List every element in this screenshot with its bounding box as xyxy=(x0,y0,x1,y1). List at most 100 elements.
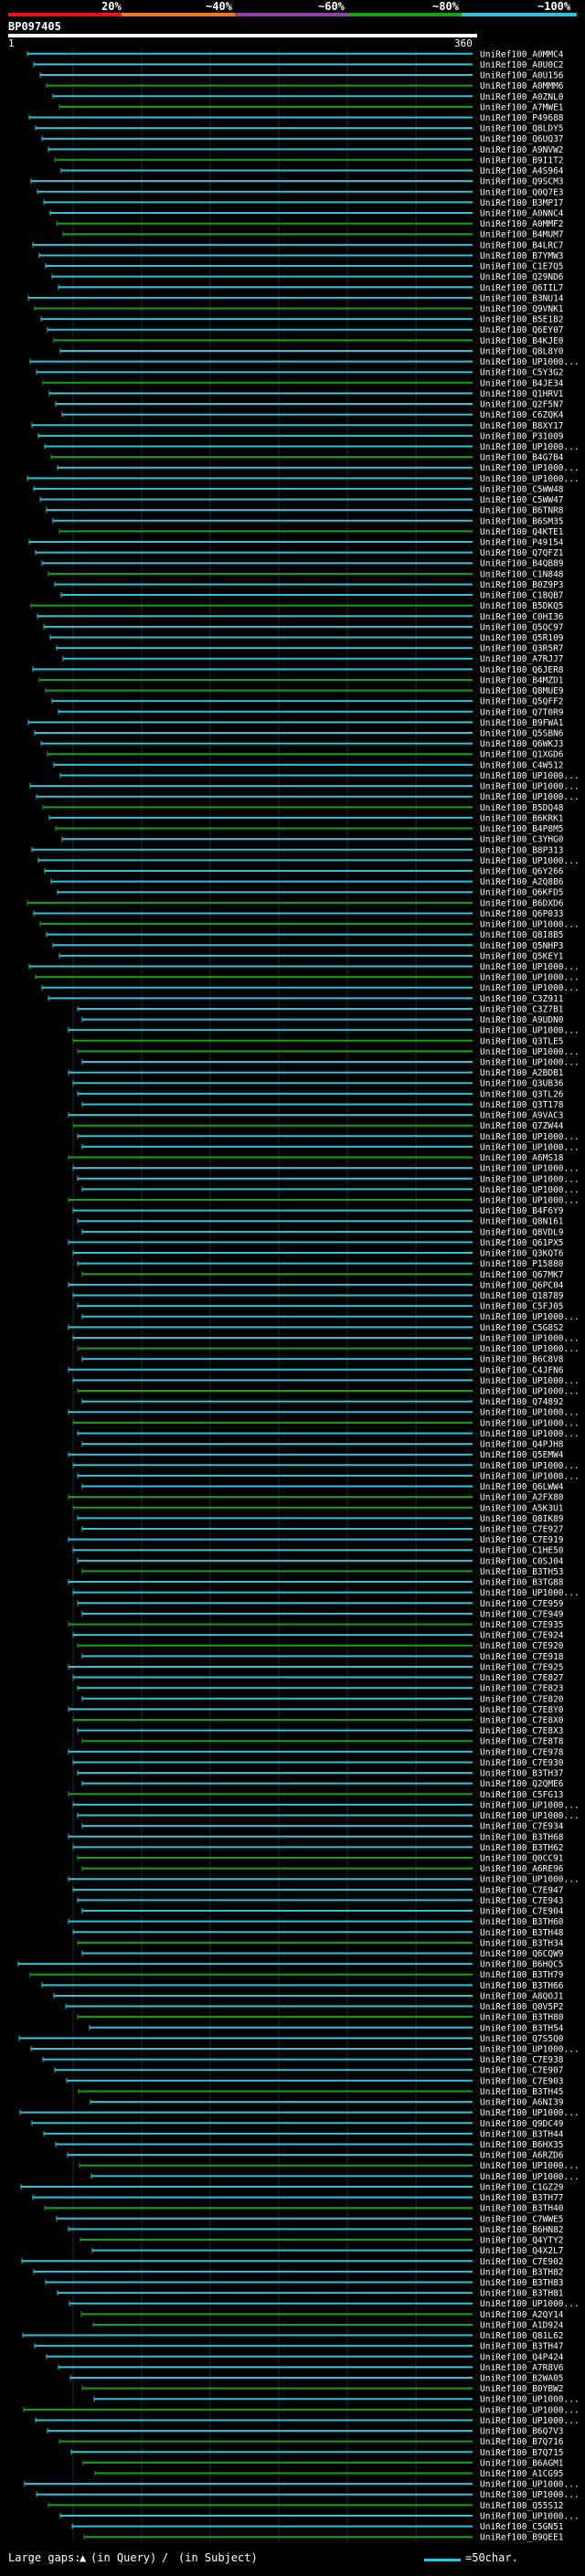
hit-label[interactable]: UniRef100_B3TG88 xyxy=(480,1578,564,1588)
hit-label[interactable]: UniRef100_Q6EY07 xyxy=(480,325,564,335)
hit-label[interactable]: UniRef100_B3TH83 xyxy=(480,2278,564,2288)
hit-label[interactable]: UniRef100_B3TH81 xyxy=(480,2289,564,2299)
hit-label[interactable]: UniRef100_Q29ND6 xyxy=(480,272,564,282)
hit-label[interactable]: UniRef100_Q6WKJ3 xyxy=(480,739,564,749)
hit-label[interactable]: UniRef100_C6ZQK4 xyxy=(480,410,564,420)
hit-label[interactable]: UniRef100_Q3R5R7 xyxy=(480,644,564,654)
hit-label[interactable]: UniRef100_UP1000... xyxy=(480,474,580,484)
hit-label[interactable]: UniRef100_C3YHG0 xyxy=(480,835,564,845)
hit-label[interactable]: UniRef100_C7E8Y0 xyxy=(480,1705,564,1715)
hit-label[interactable]: UniRef100_Q3KQT6 xyxy=(480,1249,564,1259)
hit-label[interactable]: UniRef100_Q7QFZ1 xyxy=(480,548,564,558)
hit-label[interactable]: UniRef100_P49154 xyxy=(480,537,564,547)
hit-label[interactable]: UniRef100_B3TH79 xyxy=(480,1970,564,1980)
hit-label[interactable]: UniRef100_Q5QC97 xyxy=(480,622,564,632)
hit-label[interactable]: UniRef100_Q5R109 xyxy=(480,633,564,643)
hit-label[interactable]: UniRef100_B4MUM7 xyxy=(480,230,564,240)
hit-label[interactable]: UniRef100_B5DKQ5 xyxy=(480,601,564,611)
hit-label[interactable]: UniRef100_UP1000... xyxy=(480,782,580,792)
hit-label[interactable]: UniRef100_C5FG13 xyxy=(480,1790,564,1800)
hit-label[interactable]: UniRef100_C3Z911 xyxy=(480,994,564,1004)
hit-label[interactable]: UniRef100_B9I1T2 xyxy=(480,155,564,165)
hit-label[interactable]: UniRef100_Q6PC04 xyxy=(480,1280,564,1290)
hit-label[interactable]: UniRef100_B3TH68 xyxy=(480,1832,564,1842)
hit-label[interactable]: UniRef100_C7E943 xyxy=(480,1896,564,1906)
hit-label[interactable]: UniRef100_B3TH34 xyxy=(480,1938,564,1948)
hit-label[interactable]: UniRef100_UP1000... xyxy=(480,1333,580,1343)
hit-label[interactable]: UniRef100_A0MMM6 xyxy=(480,81,564,91)
hit-label[interactable]: UniRef100_C7E827 xyxy=(480,1673,564,1683)
hit-label[interactable]: UniRef100_UP1000... xyxy=(480,1387,580,1397)
hit-label[interactable]: UniRef100_A7RJJ7 xyxy=(480,654,564,664)
hit-label[interactable]: UniRef100_B3MP17 xyxy=(480,198,564,208)
hit-label[interactable]: UniRef100_C7E934 xyxy=(480,1822,564,1832)
hit-label[interactable]: UniRef100_B4MZD1 xyxy=(480,675,564,685)
hit-label[interactable]: UniRef100_Q4P424 xyxy=(480,2352,564,2362)
hit-label[interactable]: UniRef100_C0HI36 xyxy=(480,612,564,622)
hit-label[interactable]: UniRef100_UP1000... xyxy=(480,1811,580,1821)
hit-label[interactable]: UniRef100_A5K3U1 xyxy=(480,1503,564,1513)
hit-label[interactable]: UniRef100_UP1000... xyxy=(480,2299,580,2309)
hit-label[interactable]: UniRef100_C4W512 xyxy=(480,760,564,770)
hit-label[interactable]: UniRef100_C5Y3G2 xyxy=(480,368,564,378)
hit-label[interactable]: UniRef100_UP1000... xyxy=(480,1058,580,1068)
hit-label[interactable]: UniRef100_B6SM35 xyxy=(480,516,564,526)
hit-label[interactable]: UniRef100_UP1000... xyxy=(480,2416,580,2426)
hit-label[interactable]: UniRef100_B4KJE0 xyxy=(480,336,564,346)
hit-label[interactable]: UniRef100_UP1000... xyxy=(480,1588,580,1598)
hit-label[interactable]: UniRef100_Q61PX5 xyxy=(480,1238,564,1248)
hit-label[interactable]: UniRef100_B9FWA1 xyxy=(480,718,564,728)
hit-label[interactable]: UniRef100_A0MMC4 xyxy=(480,49,564,59)
hit-label[interactable]: UniRef100_Q6JER8 xyxy=(480,665,564,675)
hit-label[interactable]: UniRef100_A2FX80 xyxy=(480,1493,564,1503)
hit-label[interactable]: UniRef100_Q9DC49 xyxy=(480,2119,564,2129)
hit-label[interactable]: UniRef100_UP1000... xyxy=(480,1461,580,1471)
hit-label[interactable]: UniRef100_UP1000... xyxy=(480,792,580,802)
hit-label[interactable]: UniRef100_B4LRC7 xyxy=(480,240,564,250)
hit-label[interactable]: UniRef100_Q7S5Q0 xyxy=(480,2034,564,2044)
hit-label[interactable]: UniRef100_UP1000... xyxy=(480,1174,580,1184)
hit-label[interactable]: UniRef100_B3TH77 xyxy=(480,2193,564,2203)
hit-label[interactable]: UniRef100_Q3TLE5 xyxy=(480,1036,564,1046)
hit-label[interactable]: UniRef100_Q4KTE1 xyxy=(480,527,564,537)
hit-label[interactable]: UniRef100_Q3UB36 xyxy=(480,1079,564,1089)
hit-label[interactable]: UniRef100_A1D924 xyxy=(480,2320,564,2330)
hit-label[interactable]: UniRef100_C7E919 xyxy=(480,1535,564,1545)
hit-label[interactable]: UniRef100_Q7ZW44 xyxy=(480,1121,564,1131)
hit-label[interactable]: UniRef100_B3TH40 xyxy=(480,2204,564,2214)
hit-label[interactable]: UniRef100_B8P313 xyxy=(480,845,564,855)
hit-label[interactable]: UniRef100_Q0Q7E3 xyxy=(480,187,564,197)
hit-label[interactable]: UniRef100_B3TH80 xyxy=(480,2013,564,2023)
hit-label[interactable]: UniRef100_Q4X2L7 xyxy=(480,2246,564,2256)
hit-label[interactable]: UniRef100_B3TH45 xyxy=(480,2087,564,2097)
hit-label[interactable]: UniRef100_B0Z9P3 xyxy=(480,580,564,590)
hit-label[interactable]: UniRef100_UP1000... xyxy=(480,920,580,930)
hit-label[interactable]: UniRef100_C5FJ05 xyxy=(480,1302,564,1312)
hit-label[interactable]: UniRef100_C7E902 xyxy=(480,2257,564,2267)
hit-label[interactable]: UniRef100_UP1000... xyxy=(480,973,580,983)
hit-label[interactable]: UniRef100_Q67MK7 xyxy=(480,1270,564,1280)
hit-label[interactable]: UniRef100_B4QB89 xyxy=(480,559,564,569)
hit-label[interactable]: UniRef100_UP1000... xyxy=(480,1471,580,1481)
hit-label[interactable]: UniRef100_Q0V5P2 xyxy=(480,2002,564,2012)
hit-label[interactable]: UniRef100_A7MWE1 xyxy=(480,102,564,112)
hit-label[interactable]: UniRef100_Q74892 xyxy=(480,1397,564,1407)
hit-label[interactable]: UniRef100_Q6IIL7 xyxy=(480,283,564,293)
hit-label[interactable]: UniRef100_C7E927 xyxy=(480,1524,564,1534)
hit-label[interactable]: UniRef100_A0ZNL0 xyxy=(480,92,564,102)
hit-label[interactable]: UniRef100_A0MMF2 xyxy=(480,219,564,229)
hit-label[interactable]: UniRef100_B7Q715 xyxy=(480,2448,564,2458)
hit-label[interactable]: UniRef100_A2BDB1 xyxy=(480,1068,564,1078)
hit-label[interactable]: UniRef100_Q81L62 xyxy=(480,2331,564,2341)
hit-label[interactable]: UniRef100_UP1000... xyxy=(480,2405,580,2415)
hit-label[interactable]: UniRef100_UP1000... xyxy=(480,1875,580,1885)
hit-label[interactable]: UniRef100_UP1000... xyxy=(480,2108,580,2118)
hit-label[interactable]: UniRef100_B3TH66 xyxy=(480,1981,564,1991)
hit-label[interactable]: UniRef100_Q5QFF2 xyxy=(480,697,564,707)
hit-label[interactable]: UniRef100_P15880 xyxy=(480,1259,564,1269)
hit-label[interactable]: UniRef100_Q18789 xyxy=(480,1291,564,1301)
hit-label[interactable]: UniRef100_C7E920 xyxy=(480,1641,564,1651)
hit-label[interactable]: UniRef100_B3NU14 xyxy=(480,293,564,303)
hit-label[interactable]: UniRef100_B3TH82 xyxy=(480,2267,564,2277)
hit-label[interactable]: UniRef100_B6HX35 xyxy=(480,2140,564,2150)
